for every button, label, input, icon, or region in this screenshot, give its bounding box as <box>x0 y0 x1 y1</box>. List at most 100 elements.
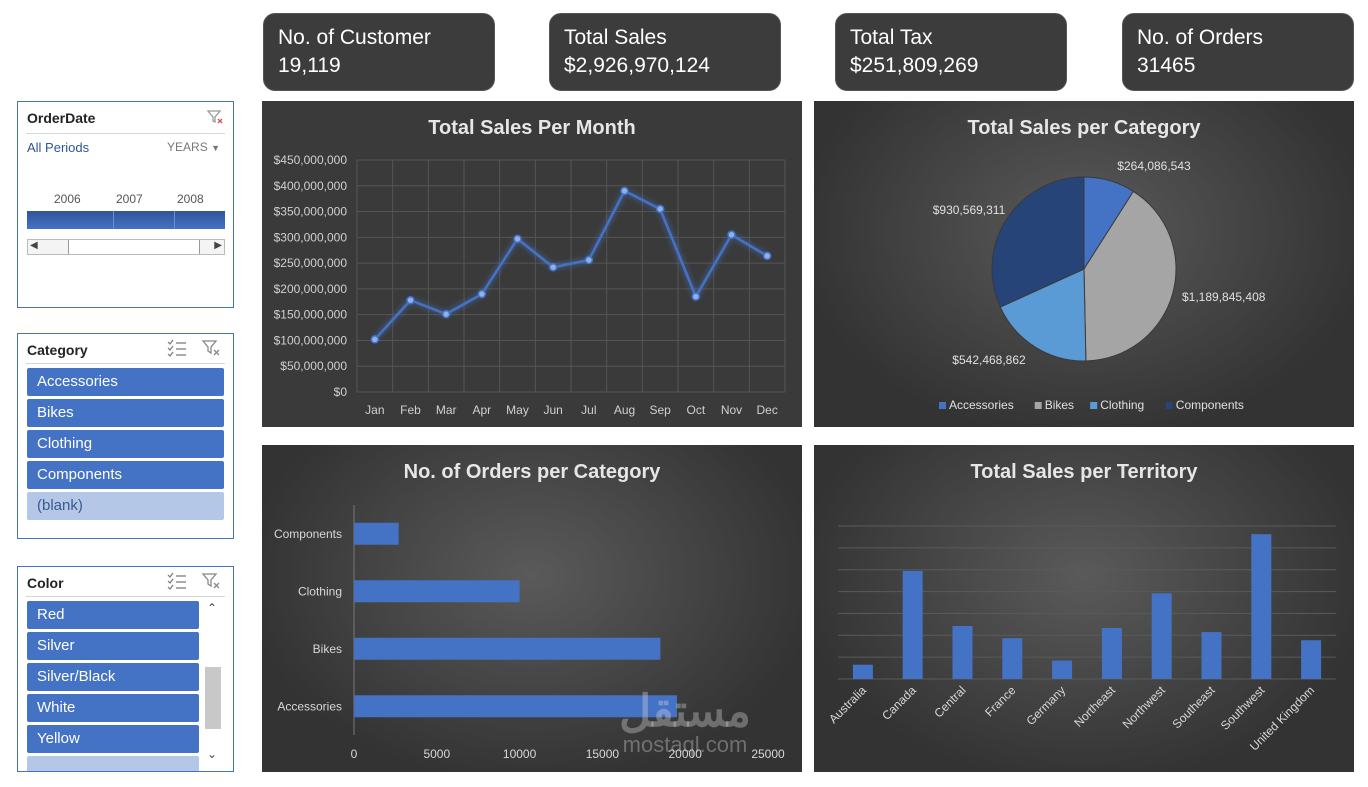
timeline-scrollbar[interactable]: ◀ ▶ <box>27 239 225 255</box>
kpi-value: 19,119 <box>278 54 341 77</box>
x-tick-label: Jun <box>543 403 562 417</box>
data-label-components: $930,569,311 <box>933 203 1006 217</box>
bar-united-kingdom <box>1301 640 1322 679</box>
scroll-thumb[interactable] <box>205 667 221 729</box>
bar-australia <box>852 664 873 679</box>
x-tick-label: 25000 <box>751 747 785 761</box>
y-tick-label: Clothing <box>298 584 342 598</box>
x-tick-label: Feb <box>400 403 421 417</box>
timeline-selection-bar[interactable] <box>27 211 225 229</box>
kpi-value: $251,809,269 <box>850 54 979 77</box>
color-item-silver[interactable]: Silver <box>27 632 199 660</box>
x-tick-label: Germany <box>1023 683 1068 728</box>
category-item-bikes[interactable]: Bikes <box>27 399 224 427</box>
scroll-right-icon[interactable]: ▶ <box>214 240 222 251</box>
x-tick-label: Northwest <box>1120 683 1169 732</box>
chart-title: Total Sales per Category <box>967 117 1201 139</box>
time-level-dropdown[interactable]: YEARS ▼ <box>167 140 220 154</box>
kpi-label: Total Sales <box>564 26 667 49</box>
y-tick-label: $150,000,000 <box>274 308 348 322</box>
y-tick-label: Bikes <box>313 642 342 656</box>
scroll-up-icon[interactable]: ⌃ <box>207 601 218 615</box>
chart-title: No. of Orders per Category <box>403 461 661 483</box>
data-label-accessories: $264,086,543 <box>1117 159 1191 173</box>
series-line-total-sales <box>373 189 768 341</box>
bar-central <box>952 625 973 679</box>
color-item-partial[interactable] <box>27 756 199 771</box>
x-tick-label: 15000 <box>586 747 620 761</box>
kpi-customers: No. of Customer 19,119 <box>263 13 495 91</box>
color-item-white[interactable]: White <box>27 694 199 722</box>
kpi-label: Total Tax <box>850 26 933 49</box>
x-tick-label: France <box>982 683 1019 720</box>
legend-swatch <box>1090 402 1098 409</box>
x-tick-label: 20000 <box>669 747 703 761</box>
tick <box>174 211 175 229</box>
bar-france <box>1002 638 1023 679</box>
color-slicer[interactable]: Color Red Silver Silver/Black White Yell… <box>17 566 234 772</box>
x-tick-label: Southwest <box>1218 683 1268 733</box>
color-item-silver-black[interactable]: Silver/Black <box>27 663 199 691</box>
bar-clothing <box>354 580 520 603</box>
bar-components <box>354 522 399 545</box>
data-point-nov <box>727 230 736 240</box>
sales-per-category-chart: Total Sales per Category $264,086,543 $1,… <box>814 101 1354 427</box>
bar-germany <box>1052 660 1073 679</box>
y-tick-label: $250,000,000 <box>274 256 348 270</box>
data-point-jul <box>584 255 594 265</box>
pie-slice-components <box>991 176 1085 308</box>
category-slicer[interactable]: Category Accessories Bikes Clothing Comp… <box>17 333 234 539</box>
y-tick-label: $300,000,000 <box>274 230 348 244</box>
data-point-aug <box>620 186 629 196</box>
x-tick-label: Dec <box>756 403 777 417</box>
color-item-red[interactable]: Red <box>27 601 199 629</box>
y-tick-label: $400,000,000 <box>274 179 348 193</box>
bar-southwest <box>1251 534 1272 679</box>
data-point-jan <box>370 335 380 344</box>
line-chart-svg: $0 $50,000,000 $100,000,000 $150,000,000 $20… <box>274 153 786 417</box>
x-tick-label: Northeast <box>1071 683 1118 730</box>
category-item-components[interactable]: Components <box>27 461 224 489</box>
dropdown-arrow-icon: ▼ <box>211 143 220 153</box>
scroll-thumb[interactable] <box>68 240 200 254</box>
x-tick-label: Apr <box>472 403 491 417</box>
scroll-left-icon[interactable]: ◀ <box>30 240 38 251</box>
bar-accessories <box>354 695 677 718</box>
legend-label: Accessories <box>949 398 1014 412</box>
category-item-clothing[interactable]: Clothing <box>27 430 224 458</box>
kpi-value: 31465 <box>1137 54 1196 77</box>
kpi-total-sales: Total Sales $2,926,970,124 <box>549 13 781 91</box>
clear-filter-icon[interactable] <box>201 339 221 360</box>
x-tick-label: Sep <box>649 403 671 417</box>
clear-filter-icon[interactable] <box>206 108 224 129</box>
data-point-oct <box>691 292 701 301</box>
year-label-2007[interactable]: 2007 <box>116 192 143 206</box>
year-label-2006[interactable]: 2006 <box>54 192 81 206</box>
legend-swatch <box>939 402 946 409</box>
y-tick-label: $350,000,000 <box>274 205 348 219</box>
tick <box>113 211 114 229</box>
slicer-title: Category <box>27 342 88 358</box>
multi-select-icon[interactable] <box>167 339 187 360</box>
color-item-yellow[interactable]: Yellow <box>27 725 199 753</box>
kpi-total-tax: Total Tax $251,809,269 <box>835 13 1067 91</box>
category-item-blank[interactable]: (blank) <box>27 492 224 520</box>
clear-filter-icon[interactable] <box>201 572 221 593</box>
data-point-dec <box>762 251 772 261</box>
pie-slice-bikes <box>1083 190 1177 362</box>
divider <box>26 596 225 597</box>
legend-swatch <box>1034 402 1042 409</box>
year-label-2008[interactable]: 2008 <box>177 192 204 206</box>
y-tick-label: Components <box>274 527 342 541</box>
vertical-scrollbar[interactable]: ⌃ ⌄ <box>203 601 223 761</box>
multi-select-icon[interactable] <box>167 572 187 593</box>
legend-swatch <box>1165 402 1173 409</box>
chart-title: Total Sales Per Month <box>428 117 636 139</box>
time-level-label: YEARS <box>167 140 208 154</box>
scroll-down-icon[interactable]: ⌄ <box>207 747 218 761</box>
category-item-accessories[interactable]: Accessories <box>27 368 224 396</box>
orderdate-timeline[interactable]: OrderDate All Periods YEARS ▼ 2006 2007 … <box>17 101 234 308</box>
kpi-label: No. of Orders <box>1137 26 1264 49</box>
pie-slice-clothing <box>999 268 1087 362</box>
divider <box>26 363 225 364</box>
